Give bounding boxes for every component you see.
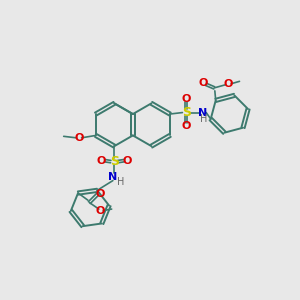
Text: N: N — [108, 172, 118, 182]
Text: O: O — [74, 133, 84, 143]
Text: O: O — [182, 94, 191, 104]
Text: O: O — [182, 121, 191, 130]
Text: S: S — [182, 106, 191, 119]
Text: H: H — [200, 114, 207, 124]
Text: O: O — [123, 156, 132, 166]
Text: O: O — [223, 79, 232, 89]
Text: S: S — [110, 155, 119, 168]
Text: O: O — [198, 78, 208, 88]
Text: H: H — [117, 176, 124, 187]
Text: O: O — [97, 156, 106, 166]
Text: O: O — [95, 206, 105, 216]
Text: O: O — [95, 189, 105, 199]
Text: N: N — [198, 108, 207, 118]
